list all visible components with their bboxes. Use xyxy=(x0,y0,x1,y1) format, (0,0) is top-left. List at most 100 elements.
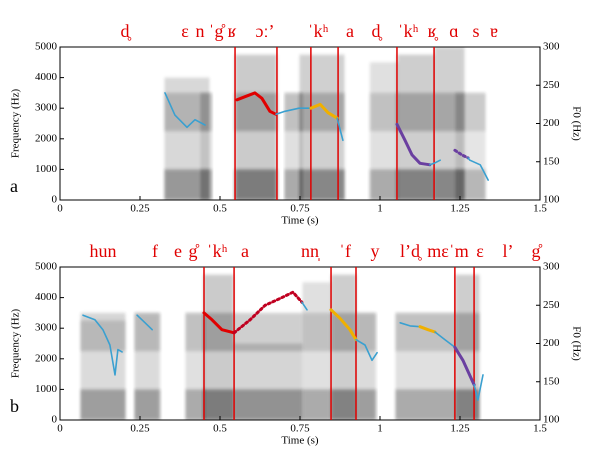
f0-track xyxy=(453,148,470,160)
f0-track xyxy=(467,157,489,181)
y-axis-title: Frequency (Hz) xyxy=(10,309,22,379)
x-tick-label: 0 xyxy=(57,203,63,215)
segment-label: l’ xyxy=(503,241,514,261)
y2-tick-label: 250 xyxy=(543,79,560,91)
spectrogram-formant xyxy=(455,312,480,352)
y2-tick-label: 300 xyxy=(543,261,560,273)
segment-label: a xyxy=(346,21,354,41)
segment-label: nn̩ xyxy=(301,241,320,261)
y-tick-label: 1000 xyxy=(35,383,58,395)
spectrogram-formant xyxy=(80,389,125,420)
f0-track xyxy=(355,338,378,362)
segment-label: ɛ xyxy=(181,21,189,41)
f0-track xyxy=(399,322,421,328)
panel: 0 0.25 0.5 0.75 1 1.25 1.5 0 1000 2000 3000 4000 500… xyxy=(10,21,583,226)
y-tick-label: 0 xyxy=(52,414,58,426)
f0-track xyxy=(418,325,437,334)
y-tick-label: 5000 xyxy=(35,261,58,273)
spectrogram-formant xyxy=(185,312,205,352)
y2-tick-label: 300 xyxy=(543,41,560,53)
segment-label: g̊ xyxy=(532,241,543,261)
segment-label: ˈkʰ xyxy=(207,241,228,261)
segment-label: d̥ xyxy=(121,21,132,41)
segment-label: ɐ xyxy=(490,21,498,41)
y-tick-label: 4000 xyxy=(35,71,58,83)
spectrogram-formant xyxy=(356,312,376,352)
spectrogram-formant xyxy=(200,92,212,132)
y2-tick-label: 200 xyxy=(543,117,560,129)
f0-track xyxy=(232,290,304,335)
spectrogram-formant xyxy=(285,92,303,132)
y2-tick-label: 250 xyxy=(543,299,560,311)
segment-label: s xyxy=(472,21,479,41)
spectrogram-formant xyxy=(234,389,302,420)
f0-track xyxy=(336,117,344,142)
f0-track xyxy=(429,159,441,166)
f0-track xyxy=(275,107,312,116)
segment-label: ˈg̊ xyxy=(209,21,226,41)
segment-label: e xyxy=(174,241,182,261)
segment-label: ɔː’ xyxy=(256,21,275,41)
f0-track xyxy=(453,345,476,387)
segment-label: ˈkʰ xyxy=(398,21,419,41)
y-tick-label: 2000 xyxy=(35,132,58,144)
spectrogram-formant xyxy=(80,312,125,352)
y2-tick-label: 100 xyxy=(543,414,560,426)
f0-track xyxy=(136,314,153,331)
x-tick-label: 0.25 xyxy=(130,203,150,215)
segment-label: a xyxy=(241,241,249,261)
f0-track xyxy=(235,91,278,116)
spectrogram-formant xyxy=(356,389,376,420)
spectrogram-formant xyxy=(395,389,455,420)
segment-label: n xyxy=(196,21,205,41)
x-tick-label: 1.5 xyxy=(533,423,547,435)
x-tick-label: 1.25 xyxy=(450,423,470,435)
spectrogram-formant xyxy=(302,389,331,420)
spectrogram-formant xyxy=(302,312,331,352)
x-tick-label: 0.5 xyxy=(213,203,227,215)
f0-track xyxy=(434,331,456,349)
y-tick-label: 2000 xyxy=(35,352,58,364)
f0-track xyxy=(82,314,123,376)
segment-label: mɛˈm xyxy=(427,241,469,261)
y2-axis-title: F0 (Hz) xyxy=(570,326,582,361)
segment-label: g̊ xyxy=(189,241,200,261)
spectrogram-formant xyxy=(204,389,234,420)
spectrogram-formant xyxy=(455,169,485,200)
spectrogram xyxy=(80,274,480,420)
x-tick-label: 0.75 xyxy=(290,423,310,435)
f0-track xyxy=(395,122,432,167)
spectrogram-formant xyxy=(285,169,303,200)
segment-label: ɑ xyxy=(449,21,458,41)
y2-axis-title: F0 (Hz) xyxy=(570,106,582,141)
y-tick-label: 5000 xyxy=(35,41,58,53)
y-tick-label: 4000 xyxy=(35,291,58,303)
spectrogram-formant xyxy=(331,389,356,420)
x-tick-label: 0.5 xyxy=(213,423,227,435)
spectrogram-formant xyxy=(397,92,435,132)
spectrogram-formant xyxy=(370,169,398,200)
spectrogram-formant xyxy=(200,169,212,200)
spectrogram-formant xyxy=(395,312,455,352)
spectrogram-formant xyxy=(135,389,160,420)
spectrogram-formant xyxy=(235,169,277,200)
segment-label: l’d̥ xyxy=(400,241,422,261)
x-tick-label: 1 xyxy=(377,423,383,435)
spectrogram-formant xyxy=(234,312,302,352)
y-tick-label: 1000 xyxy=(35,163,58,175)
segment-label: ˈf xyxy=(339,241,351,261)
f0-track xyxy=(329,308,358,342)
f0-track xyxy=(164,92,206,129)
spectrogram xyxy=(165,47,485,200)
spectrogram-formant xyxy=(135,312,160,352)
panel: 0 0.25 0.5 0.75 1 1.25 1.5 0 1000 2000 3000 4000 500… xyxy=(10,241,583,446)
x-tick-label: 0.75 xyxy=(290,203,310,215)
segment-label: d̥ xyxy=(372,21,383,41)
y2-tick-label: 100 xyxy=(543,194,560,206)
segment-label: ɛ xyxy=(476,241,484,261)
panel-label: a xyxy=(10,176,18,196)
x-tick-label: 0 xyxy=(57,423,63,435)
x-tick-label: 1.25 xyxy=(450,203,470,215)
f0-track xyxy=(309,102,339,120)
